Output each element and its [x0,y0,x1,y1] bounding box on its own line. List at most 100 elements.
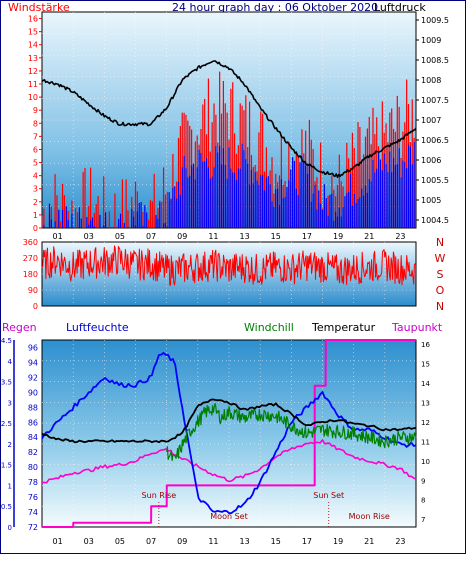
temperature-tick-label: 10 [421,458,430,466]
temperature-tick-label: 7 [421,516,425,524]
humidity-tick-label: 88 [28,403,38,412]
rain-tick-label: 2.5 [1,420,12,428]
wind-tick-label: 7 [33,132,38,141]
wind-tick-label: 6 [33,145,38,154]
wind-tick-label: 14 [28,41,38,50]
rain-tick-label: 3 [8,399,12,407]
humidity-tick-label: 90 [28,388,38,397]
wind-tick-label: 2 [33,198,38,207]
regen-label: Regen [2,321,37,334]
sun-moon-annotation: Moon Set [210,512,247,521]
pressure-tick-label: 1008 [421,76,441,85]
pressure-tick-label: 1004.5 [421,216,449,225]
pressure-line [41,60,417,178]
pressure-tick-label: 1009 [421,36,441,45]
hour-tick-label: 07 [146,232,156,241]
hour-tick-label: 15 [271,537,281,546]
windstaerke-label: Windstärke [8,1,70,14]
wind-tick-label: 11 [28,80,38,89]
hour-tick-label: 15 [271,232,281,241]
pressure-tick-label: 1008.5 [421,56,449,65]
humidity-tick-label: 82 [28,448,38,457]
wind-direction-line [41,245,416,286]
wind-tick-label: 3 [33,185,38,194]
hour-tick-label: 13 [239,537,249,546]
direction-tick-label: 270 [23,254,38,263]
pressure-tick-label: 1006 [421,156,441,165]
humidity-tick-label: 76 [28,493,38,502]
hour-tick-label: 03 [84,537,94,546]
sun-moon-annotation: Sun Rise [142,491,177,500]
temperature-tick-label: 14 [421,380,430,388]
wind-tick-label: 15 [28,28,38,37]
pressure-tick-label: 1009.5 [421,16,449,25]
pressure-tick-label: 1007.5 [421,96,449,105]
chart-title: 24 hour graph day : 06 Oktober 2020 [172,1,378,14]
wind-tick-label: 1 [33,211,38,220]
rain-tick-label: 3.5 [1,379,12,387]
pressure-tick-label: 1005.5 [421,176,449,185]
temperature-tick-label: 8 [421,497,425,505]
humidity-tick-label: 78 [28,478,38,487]
wind-tick-label: 13 [28,54,38,63]
hour-tick-label: 03 [84,232,94,241]
wind-tick-label: 4 [33,172,38,181]
hour-tick-label: 09 [177,232,187,241]
humidity-tick-label: 92 [28,373,38,382]
compass-letter: W [435,252,446,265]
windchill-label: Windchill [244,321,294,334]
pressure-tick-label: 1005 [421,196,441,205]
rain-tick-label: 1.5 [1,462,12,470]
wind-tick-label: 5 [33,159,38,168]
pressure-tick-label: 1007 [421,116,441,125]
rain-tick-label: 1 [8,482,12,490]
rain-tick-label: 4 [8,358,13,366]
taupunkt-label: Taupunkt [391,321,443,334]
temperature-tick-label: 11 [421,438,430,446]
humidity-tick-label: 94 [28,358,38,367]
series-layer [41,60,417,528]
hour-tick-label: 09 [177,537,187,546]
wind-tick-label: 16 [28,15,38,24]
sun-moon-annotation: Sun Set [313,491,344,500]
direction-tick-label: 180 [23,270,38,279]
temperature-tick-label: 12 [421,419,430,427]
compass-letter: N [436,236,444,249]
hour-tick-label: 11 [208,537,218,546]
humidity-tick-label: 84 [28,433,38,442]
rain-tick-label: 2 [8,441,12,449]
hour-tick-label: 01 [52,232,62,241]
wind-tick-label: 8 [33,119,38,128]
hour-tick-label: 17 [302,537,312,546]
temperature-tick-label: 13 [421,399,430,407]
hour-tick-label: 23 [395,537,405,546]
humidity-tick-label: 80 [28,463,38,472]
humidity-tick-label: 72 [28,523,38,532]
compass-letter: S [437,268,444,281]
luftfeuchte-label: Luftfeuchte [66,321,129,334]
hour-tick-label: 05 [115,232,125,241]
temperature-tick-label: 15 [421,360,430,368]
temperature-line [41,398,417,444]
humidity-tick-label: 74 [28,508,38,517]
tick-labels: 0123456789101112131415161004.510051005.5… [1,15,449,546]
hour-tick-label: 19 [333,537,343,546]
direction-tick-label: 360 [23,238,38,247]
compass-letter: O [436,284,445,297]
wind-tick-label: 10 [28,93,38,102]
hour-tick-label: 05 [115,537,125,546]
wind-tick-label: 12 [28,67,38,76]
compass-letter: N [436,300,444,313]
wind-tick-label: 0 [33,224,38,233]
windchill-line [166,402,417,462]
rain-tick-label: 4.5 [1,337,12,345]
dewpoint-line [42,439,417,484]
direction-tick-label: 0 [33,302,38,311]
hour-tick-label: 07 [146,537,156,546]
temperature-tick-label: 9 [421,477,425,485]
rain-tick-label: 0.5 [1,503,12,511]
humidity-tick-label: 86 [28,418,38,427]
rain-line [42,339,416,528]
hour-tick-label: 21 [364,537,374,546]
